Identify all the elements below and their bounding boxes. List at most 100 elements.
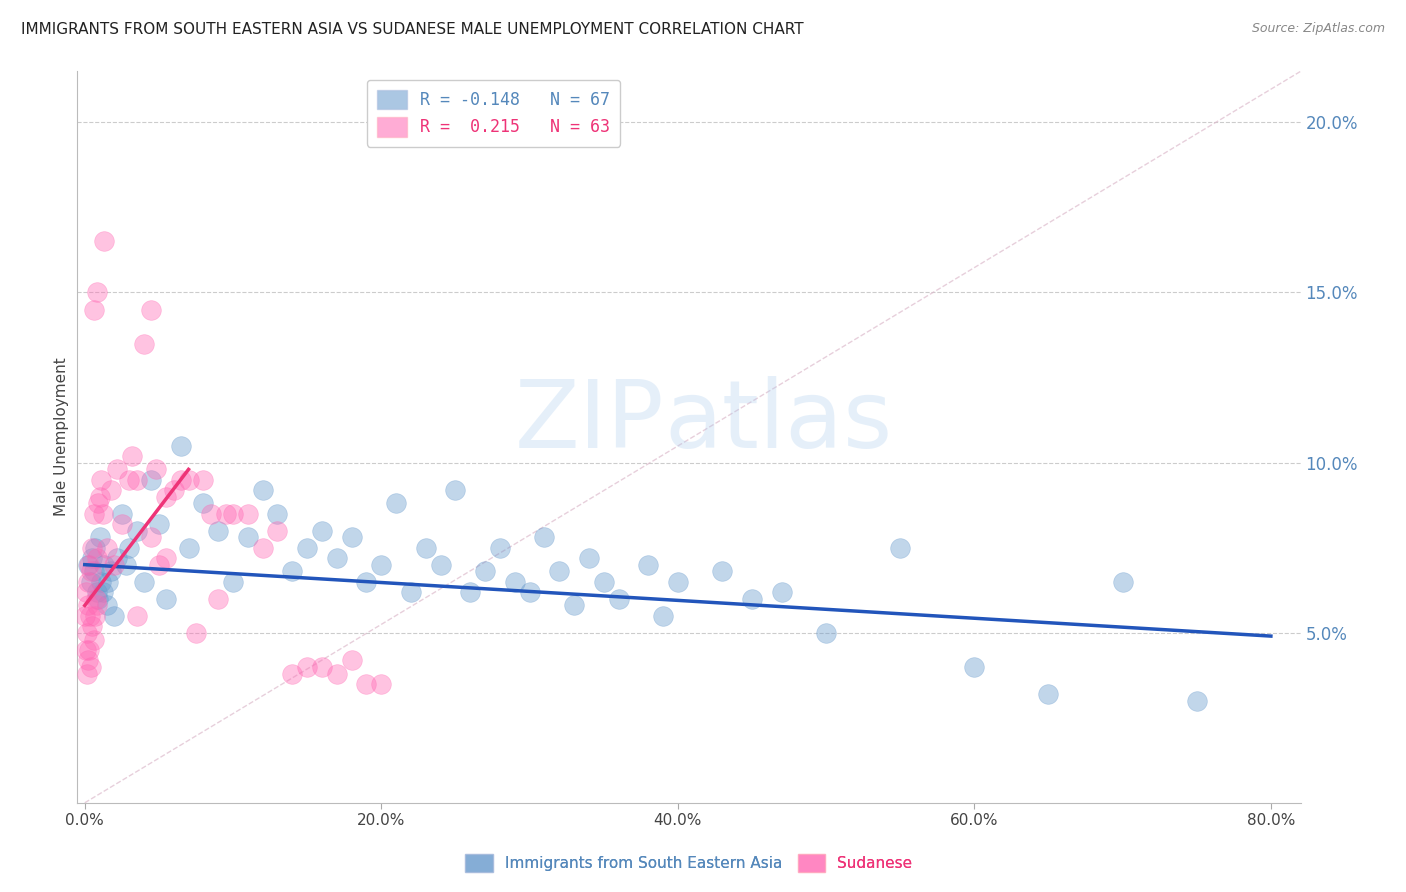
Point: [281, 565, 304, 579]
Point: [170, 473, 193, 487]
Point: [266, 524, 288, 538]
Point: [489, 541, 512, 555]
Point: [83, 632, 105, 647]
Point: [105, 550, 128, 565]
Point: [311, 659, 333, 673]
Point: [311, 524, 333, 538]
Point: [163, 483, 186, 497]
Point: [86, 599, 108, 613]
Point: [141, 531, 163, 545]
Point: [97, 574, 120, 589]
Point: [83, 507, 105, 521]
Point: [111, 516, 134, 531]
Point: [141, 473, 163, 487]
Point: [607, 591, 630, 606]
Point: [76, 625, 98, 640]
Point: [214, 507, 236, 521]
Legend: Immigrants from South Eastern Asia, Sudanese: Immigrants from South Eastern Asia, Suda…: [458, 847, 920, 880]
Point: [741, 591, 763, 606]
Point: [145, 462, 167, 476]
Point: [148, 558, 170, 572]
Point: [87, 591, 110, 606]
Point: [84, 591, 107, 606]
Point: [458, 585, 481, 599]
Point: [75, 608, 97, 623]
Point: [889, 541, 911, 555]
Point: [155, 550, 177, 565]
Point: [93, 235, 115, 249]
Point: [90, 473, 112, 487]
Point: [148, 516, 170, 531]
Point: [207, 524, 229, 538]
Point: [111, 507, 134, 521]
Point: [170, 439, 193, 453]
Text: atlas: atlas: [665, 376, 893, 468]
Point: [77, 599, 100, 613]
Point: [118, 473, 141, 487]
Point: [82, 619, 104, 633]
Point: [83, 302, 105, 317]
Point: [75, 585, 97, 599]
Point: [86, 550, 108, 565]
Point: [77, 558, 100, 572]
Point: [86, 285, 108, 300]
Point: [266, 507, 288, 521]
Point: [222, 507, 245, 521]
Point: [356, 574, 378, 589]
Point: [79, 608, 101, 623]
Point: [121, 449, 143, 463]
Point: [637, 558, 659, 572]
Point: [963, 659, 986, 673]
Point: [82, 550, 104, 565]
Point: [356, 677, 378, 691]
Point: [184, 625, 207, 640]
Point: [370, 677, 392, 691]
Point: [548, 565, 571, 579]
Point: [91, 507, 114, 521]
Point: [84, 541, 107, 555]
Point: [76, 574, 98, 589]
Y-axis label: Male Unemployment: Male Unemployment: [53, 358, 69, 516]
Point: [340, 653, 363, 667]
Point: [503, 574, 526, 589]
Point: [533, 531, 555, 545]
Point: [76, 558, 98, 572]
Point: [96, 599, 118, 613]
Point: [103, 608, 125, 623]
Point: [118, 541, 141, 555]
Point: [86, 585, 108, 599]
Point: [115, 558, 138, 572]
Point: [90, 574, 112, 589]
Point: [474, 565, 496, 579]
Point: [385, 496, 408, 510]
Point: [592, 574, 614, 589]
Point: [177, 541, 200, 555]
Text: IMMIGRANTS FROM SOUTH EASTERN ASIA VS SUDANESE MALE UNEMPLOYMENT CORRELATION CHA: IMMIGRANTS FROM SOUTH EASTERN ASIA VS SU…: [21, 22, 804, 37]
Point: [89, 490, 111, 504]
Point: [80, 565, 103, 579]
Point: [76, 666, 98, 681]
Point: [519, 585, 541, 599]
Point: [132, 574, 155, 589]
Point: [711, 565, 734, 579]
Point: [200, 507, 222, 521]
Point: [666, 574, 689, 589]
Point: [82, 541, 104, 555]
Point: [415, 541, 437, 555]
Point: [770, 585, 793, 599]
Point: [399, 585, 422, 599]
Point: [281, 666, 304, 681]
Point: [815, 625, 838, 640]
Point: [100, 565, 122, 579]
Point: [79, 574, 101, 589]
Point: [252, 483, 274, 497]
Point: [1185, 694, 1208, 708]
Point: [177, 473, 200, 487]
Point: [75, 642, 97, 657]
Point: [79, 659, 101, 673]
Point: [125, 473, 148, 487]
Point: [1111, 574, 1133, 589]
Point: [1038, 687, 1060, 701]
Point: [236, 507, 259, 521]
Point: [83, 565, 105, 579]
